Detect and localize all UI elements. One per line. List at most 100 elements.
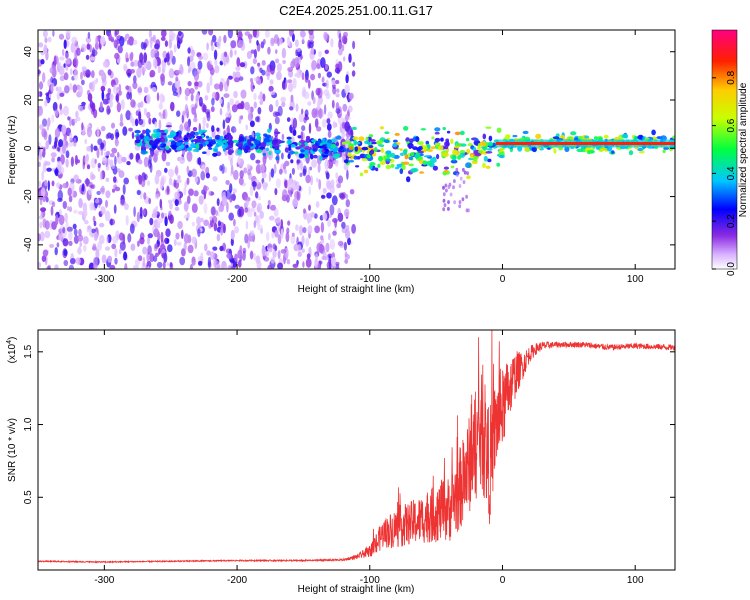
heatmap-speckle [41,255,47,262]
heatmap-speckle [175,76,179,82]
heatmap-speckle [327,130,332,138]
heatmap-speckle [165,228,171,238]
heatmap-speckle [253,220,256,229]
heatmap-speckle [209,251,215,260]
heatmap-signal-cell [432,156,436,160]
heatmap-speckle [159,179,164,191]
heatmap-speckle [301,235,305,246]
heatmap-speckle [240,89,247,99]
heatmap-speckle [110,38,114,43]
heatmap-speckle [465,194,468,199]
heatmap-speckle [119,241,126,251]
heatmap-signal-cell [531,146,537,152]
heatmap-marks [38,30,675,269]
heatmap-signal-cell [134,139,141,144]
heatmap-signal-cell [385,158,392,162]
heatmap-signal-cell [303,145,310,151]
heatmap-speckle [322,187,327,194]
heatmap-speckle [56,147,60,152]
heatmap-speckle [256,40,259,46]
heatmap-speckle [236,57,241,67]
heatmap-speckle [138,111,142,122]
heatmap-speckle [458,200,462,205]
x-tick-label: -100 [360,575,380,586]
heatmap-speckle [169,202,173,210]
heatmap-speckle [268,85,274,92]
heatmap-signal-cell [171,144,177,150]
heatmap-speckle [143,173,148,181]
heatmap-speckle [47,36,52,43]
heatmap-speckle [191,168,198,178]
heatmap-speckle [216,233,221,242]
heatmap-speckle [181,229,184,239]
heatmap-speckle [45,140,49,150]
heatmap-speckle [220,227,224,236]
heatmap-speckle [143,86,149,94]
heatmap-speckle [114,52,120,60]
heatmap-signal-cell [427,149,434,152]
heatmap-speckle [106,150,111,156]
heatmap-signal-cell [192,148,200,152]
heatmap-speckle [100,149,104,156]
heatmap-speckle [449,192,453,197]
heatmap-speckle [143,107,148,116]
heatmap-signal-cell [249,143,254,147]
heatmap-speckle [239,170,244,179]
heatmap-speckle [261,60,266,66]
heatmap-speckle [118,232,125,241]
heatmap-speckle [242,250,246,261]
heatmap-speckle [191,221,196,227]
heatmap-speckle [143,192,147,200]
heatmap-signal-cell [277,149,281,154]
heatmap-speckle [245,220,249,230]
heatmap-signal-cell [401,164,406,171]
heatmap-speckle [136,67,142,78]
heatmap-speckle [211,125,215,133]
heatmap-signal-cell [412,137,417,142]
heatmap-signal-cell [300,149,305,153]
heatmap-speckle [257,62,261,67]
heatmap-signal-cell [186,146,193,152]
heatmap-speckle [230,237,234,247]
heatmap-signal-cell [326,142,331,149]
heatmap-speckle [348,53,352,63]
heatmap-speckle [317,163,321,173]
heatmap-speckle [226,77,230,87]
heatmap-speckle [77,104,81,111]
heatmap-speckle [116,86,119,93]
heatmap-speckle [73,209,78,214]
heatmap-speckle [351,223,356,234]
heatmap-speckle [213,49,218,60]
heatmap-speckle [223,34,227,44]
heatmap-speckle [224,51,228,58]
heatmap-speckle [101,71,105,78]
heatmap-speckle [253,101,257,109]
heatmap-speckle [318,179,322,190]
heatmap-speckle [285,79,289,84]
heatmap-signal-cell [434,127,441,132]
heatmap-speckle [259,210,265,219]
heatmap-speckle [151,87,157,92]
heatmap-speckle [42,72,46,83]
heatmap-signal-cell [369,139,376,142]
heatmap-speckle [234,71,241,79]
heatmap-signal-cell [441,152,449,158]
heatmap-speckle [40,59,45,65]
heatmap-speckle [160,73,165,82]
heatmap-speckle [326,118,331,124]
heatmap-speckle [341,221,346,229]
heatmap-signal-cell [423,155,431,158]
heatmap-speckle [237,31,243,40]
heatmap-speckle [280,96,287,103]
heatmap-speckle [75,110,79,118]
heatmap-speckle [311,60,317,71]
heatmap-signal-cell [473,150,478,155]
heatmap-speckle [308,79,311,89]
heatmap-speckle [289,106,294,111]
heatmap-signal-cell [637,134,644,140]
heatmap-speckle [200,170,206,181]
heatmap-speckle [97,241,103,251]
heatmap-speckle [198,260,203,266]
heatmap-speckle [58,235,63,241]
heatmap-speckle [193,117,198,123]
